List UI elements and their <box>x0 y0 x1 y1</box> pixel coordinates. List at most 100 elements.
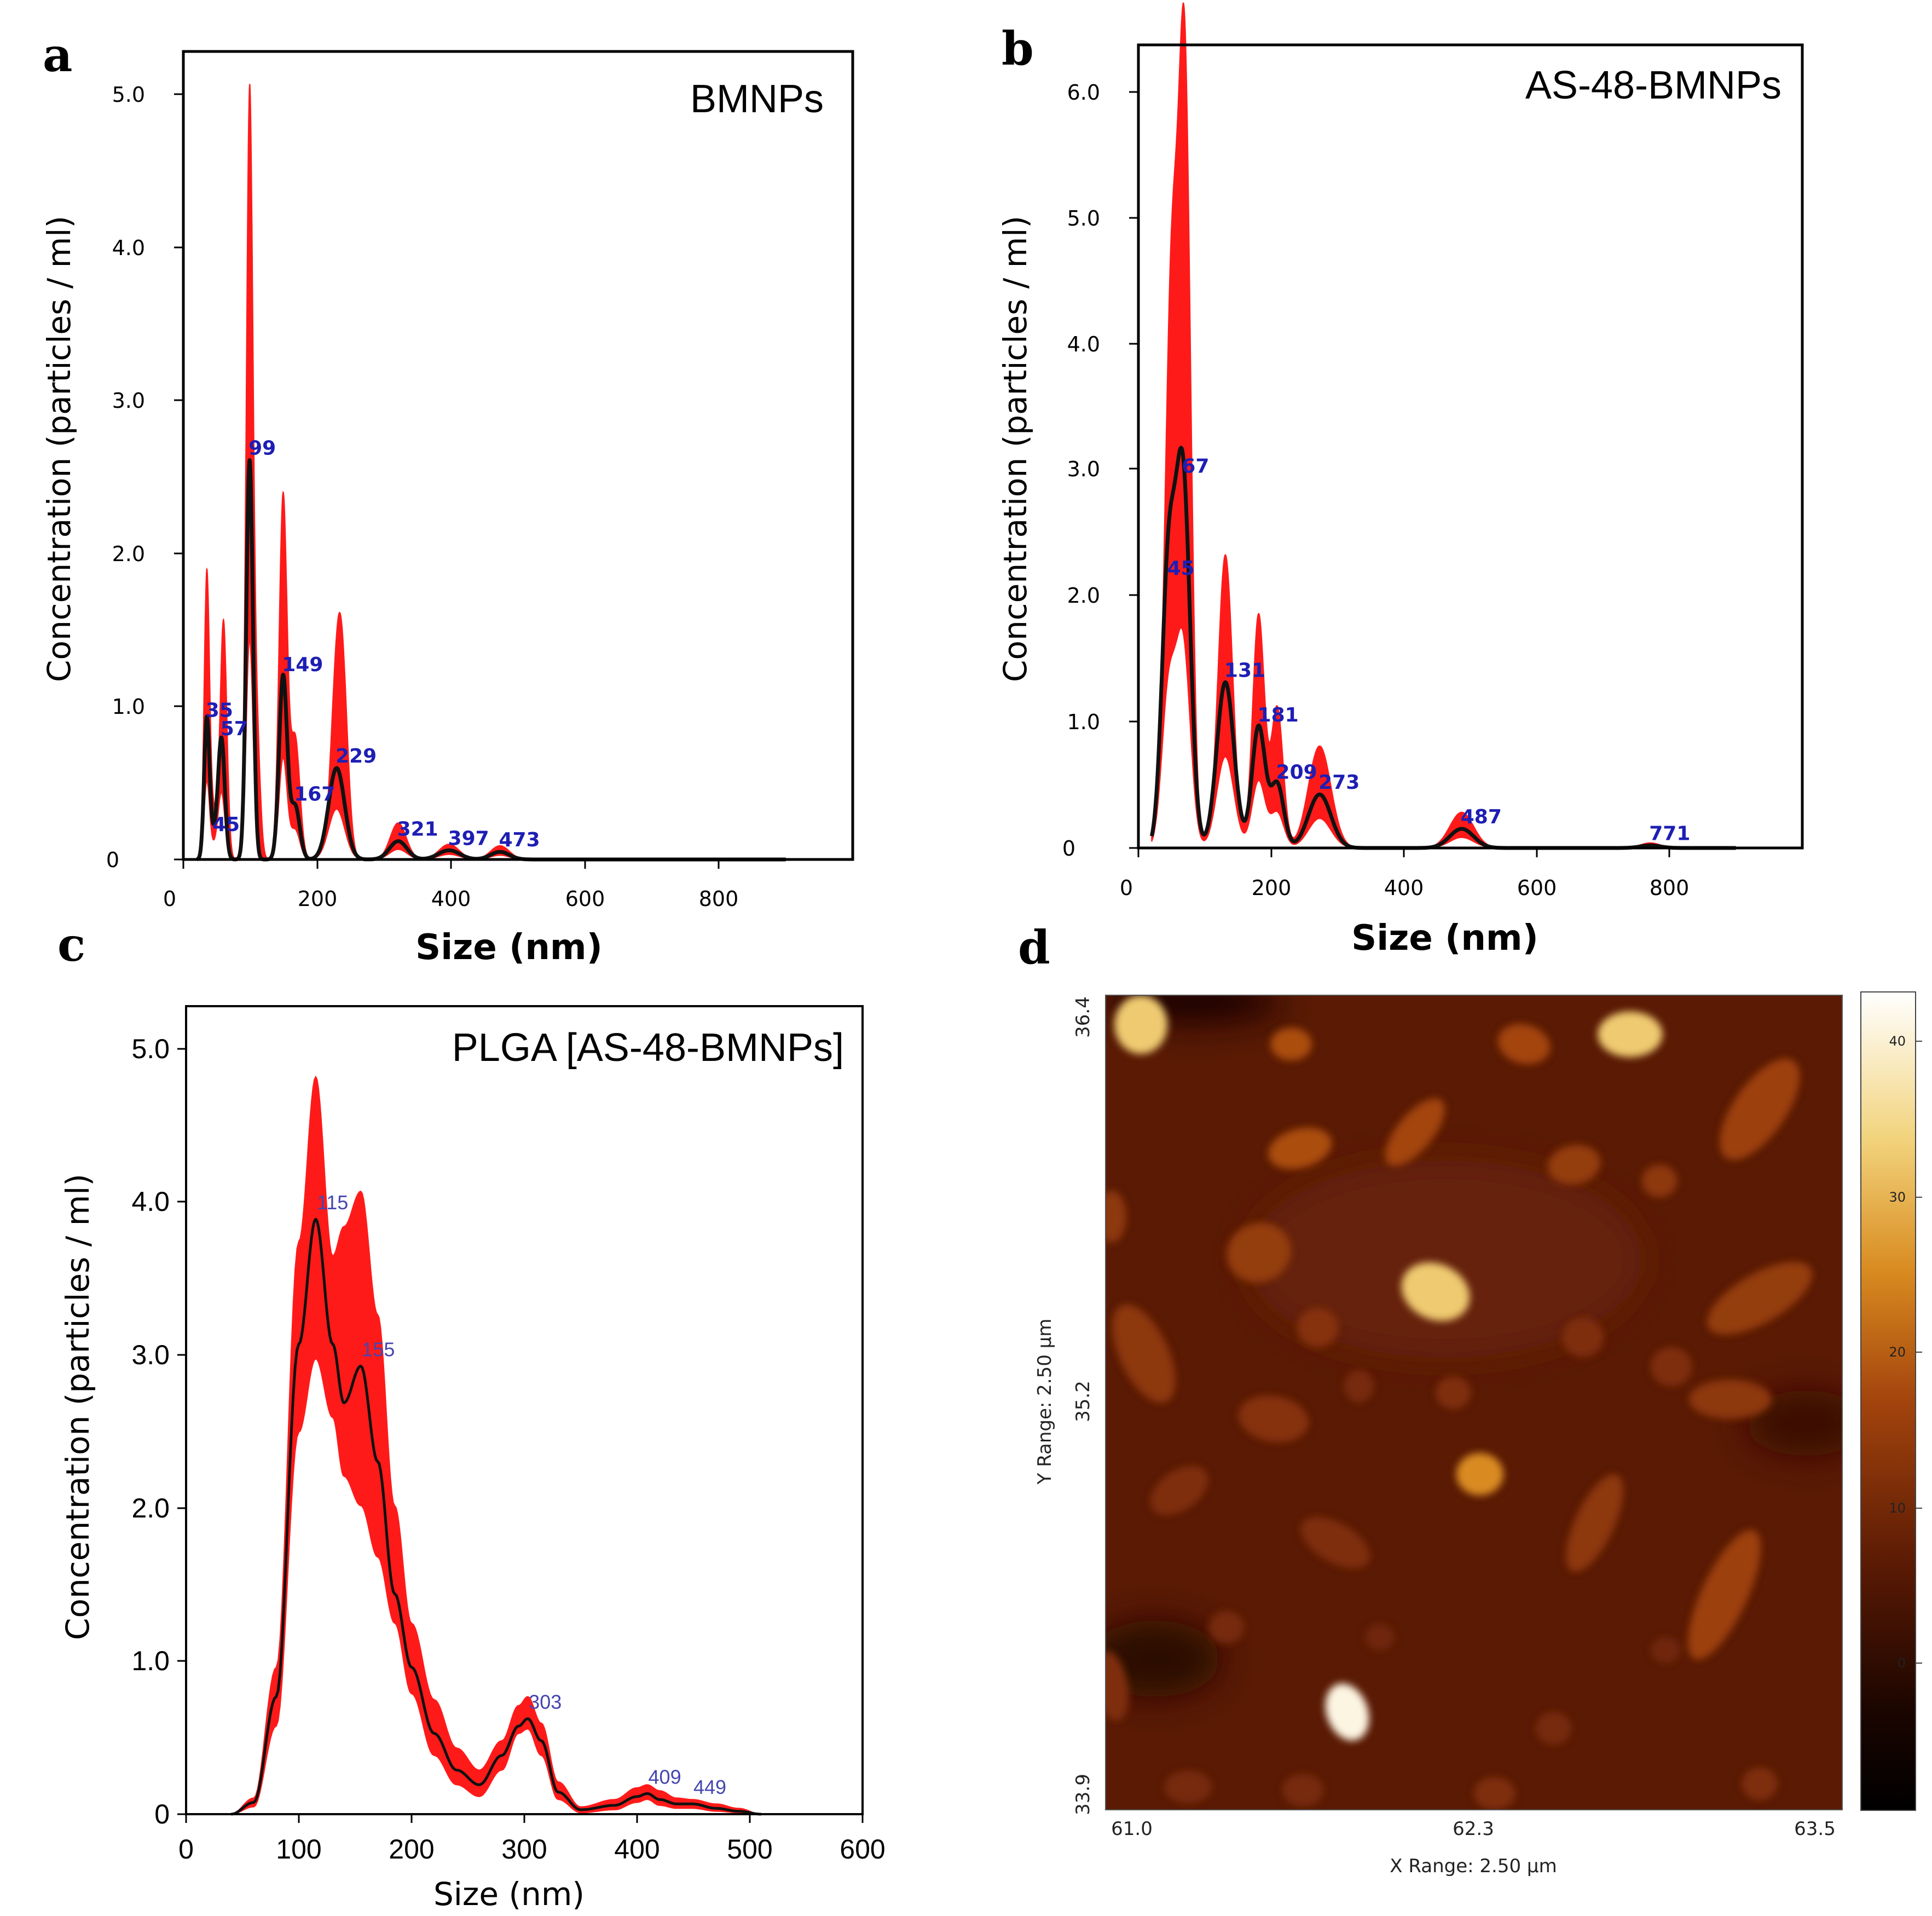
panel-b-xtick-label: 600 <box>1517 876 1557 900</box>
panel-a-peak-label: 321 <box>397 818 438 841</box>
afm-particle <box>1536 1712 1571 1745</box>
panel-c-ytick-label: 5.0 <box>131 1034 170 1064</box>
panel-a-title: BMNPs <box>690 77 824 121</box>
panel-b-peak-label: 209 <box>1276 761 1317 784</box>
panel-c-peak-label: 303 <box>529 1691 562 1713</box>
afm-ytick-label: 33.9 <box>1072 1774 1094 1815</box>
panel-b-frame <box>1137 43 1804 850</box>
afm-particle <box>1297 1308 1339 1347</box>
afm-colorbar-tick-label: 30 <box>1889 1190 1906 1205</box>
panel-a-xtick-label: 400 <box>431 887 471 911</box>
afm-particle <box>1651 1637 1680 1664</box>
afm-xtick-label: 61.0 <box>1111 1818 1153 1840</box>
afm-particle <box>1651 1347 1692 1387</box>
panel-a-ytick-label: 3.0 <box>112 389 145 413</box>
afm-particle <box>1112 1304 1176 1403</box>
afm-particle <box>1707 1262 1813 1335</box>
panel-b-xtick-label: 0 <box>1120 876 1133 900</box>
panel-c: c 115 155 303 409 449 0 100 200 300 400 500 … <box>57 917 886 1913</box>
afm-colorbar-tick-label: 0 <box>1898 1655 1906 1671</box>
panel-b-ytick-label: 0 <box>1062 836 1075 861</box>
panel-c-peak-label: 409 <box>649 1765 681 1788</box>
afm-particle <box>1114 995 1168 1054</box>
afm-particle <box>1364 1624 1395 1650</box>
panel-a-peak-label: 57 <box>221 718 248 740</box>
panel-c-label: c <box>57 917 85 972</box>
panel-b-plot-group: 45 67 131 181 209 273 487 771 0 200 400 600 800 <box>997 2 1804 959</box>
panel-c-xtick-label: 500 <box>727 1834 772 1865</box>
panel-b-peak-label: 273 <box>1318 771 1360 794</box>
afm-colorbar-tick-label: 10 <box>1889 1501 1906 1516</box>
panel-c-plot-area <box>186 1006 863 1814</box>
panel-c-xlabel: Size (nm) <box>433 1875 585 1913</box>
panel-c-ytick-label: 3.0 <box>131 1340 170 1370</box>
panel-b-peak-label: 45 <box>1167 557 1195 580</box>
panel-c-ytick-label: 0 <box>154 1799 170 1830</box>
afm-y-range-label: Y Range: 2.50 µm <box>1034 1319 1056 1485</box>
panel-a-peak-label: 45 <box>212 813 240 836</box>
panel-b-xtick-label: 800 <box>1650 876 1690 900</box>
afm-dark-patch <box>1746 1390 1842 1456</box>
afm-particle <box>1344 1370 1374 1403</box>
panel-c-peak-label: 449 <box>693 1776 726 1798</box>
panel-b-peak-label: 487 <box>1461 806 1502 828</box>
afm-frame <box>1105 995 1843 1810</box>
afm-ytick-label: 35.2 <box>1072 1381 1094 1422</box>
panel-c-ylabel: Concentration (particles / ml) <box>59 1174 96 1640</box>
panel-a-peak-label: 473 <box>499 829 540 851</box>
afm-particle <box>1401 1262 1470 1321</box>
panel-a-peak-label: 149 <box>282 654 323 676</box>
afm-particle <box>1325 1683 1369 1741</box>
panel-a-ytick-label: 1.0 <box>112 695 145 719</box>
afm-particle <box>1720 1058 1800 1160</box>
panel-b-xlabel: Size (nm) <box>1351 918 1538 959</box>
afm-colorbar-tick-label: 40 <box>1889 1034 1906 1049</box>
panel-a-xtick-label: 600 <box>565 887 605 911</box>
afm-y-ticks: 36.4 35.2 33.9 <box>1072 996 1094 1815</box>
panel-b-ytick-label: 5.0 <box>1067 206 1100 230</box>
panel-a-label: a <box>43 28 72 82</box>
afm-colorbar-tick-label: 20 <box>1889 1344 1906 1360</box>
panel-c-ytick-label: 4.0 <box>131 1186 170 1217</box>
panel-b-plot-area <box>1138 45 1802 848</box>
panel-b-ytick-label: 3.0 <box>1067 457 1100 481</box>
panel-a-xlabel: Size (nm) <box>415 927 603 968</box>
panel-a-ytick-label: 0 <box>106 848 119 872</box>
panel-c-xtick-label: 400 <box>614 1834 660 1865</box>
panel-a-xtick-label: 0 <box>163 887 176 911</box>
afm-particle <box>1270 1028 1312 1061</box>
panel-a-peak-label: 397 <box>448 827 489 850</box>
panel-b-peak-label: 67 <box>1182 455 1209 478</box>
panel-b-ytick-label: 6.0 <box>1067 80 1100 105</box>
afm-particle <box>1436 1376 1471 1409</box>
panel-a-ytick-label: 5.0 <box>112 83 145 107</box>
panel-c-peak-label: 155 <box>362 1338 395 1360</box>
panel-a-peak-label: 167 <box>294 783 335 806</box>
panel-b-ytick-label: 2.0 <box>1067 584 1100 608</box>
afm-light-patch <box>1248 1161 1642 1358</box>
panel-a-ylabel: Concentration (particles / ml) <box>41 216 78 682</box>
panel-c-x-ticks: 0 100 200 300 400 500 600 <box>178 1814 886 1865</box>
afm-x-ticks: 61.0 62.3 63.5 <box>1111 1818 1836 1840</box>
panel-b-peak-label: 131 <box>1224 659 1265 682</box>
panel-b-y-ticks: 0 1.0 2.0 3.0 4.0 5.0 6.0 <box>1062 80 1138 861</box>
afm-particle <box>1689 1380 1772 1419</box>
panel-b-ytick-label: 1.0 <box>1067 710 1100 734</box>
afm-particle <box>1282 1774 1324 1807</box>
afm-particle <box>1474 1777 1515 1810</box>
panel-a-xtick-label: 800 <box>699 887 739 911</box>
panel-a-ytick-label: 4.0 <box>112 236 145 260</box>
afm-particle <box>1300 1517 1370 1568</box>
afm-particle <box>1238 1395 1309 1442</box>
panel-c-series: 115 155 303 409 449 <box>231 1075 761 1816</box>
afm-colorbar: 40 30 20 10 0 <box>1860 991 1922 1811</box>
panel-c-plot-group: 115 155 303 409 449 0 100 200 300 400 500 60… <box>59 1005 886 1913</box>
afm-particle <box>1208 1611 1244 1644</box>
afm-colorbar-gradient <box>1860 991 1916 1811</box>
panel-c-y-ticks: 0 1.0 2.0 3.0 4.0 5.0 <box>131 1034 186 1830</box>
afm-particle <box>1164 1770 1212 1804</box>
panel-b-ylabel: Concentration (particles / ml) <box>997 216 1034 682</box>
